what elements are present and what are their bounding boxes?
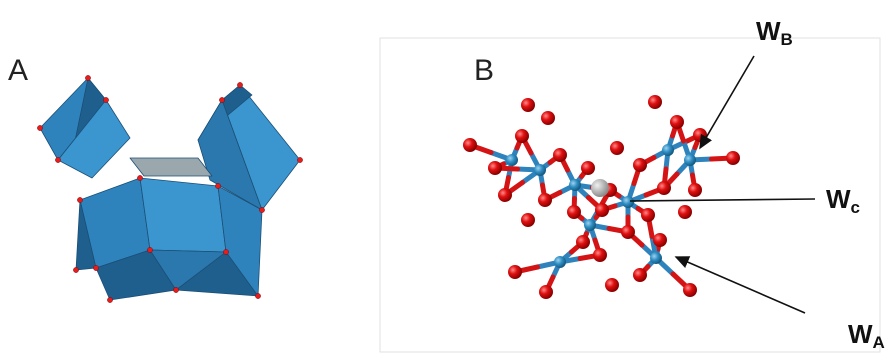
oxygen-atom	[688, 183, 702, 197]
tungsten-atom	[534, 164, 546, 176]
annotation: Wc	[826, 184, 860, 217]
oxygen-atom	[670, 115, 684, 129]
panel-label: A	[8, 54, 28, 87]
oxygen-atom	[538, 193, 552, 207]
oxygen-atom	[498, 188, 512, 202]
oxygen-atom	[605, 278, 619, 292]
tungsten-atom	[506, 154, 518, 166]
oxygen-atom	[541, 111, 555, 125]
oxygen-atom	[657, 181, 671, 195]
oxygen-atom	[553, 148, 567, 162]
oxygen-atom	[726, 151, 740, 165]
oxygen-atom	[567, 205, 581, 219]
ball-and-stick-model	[463, 95, 740, 299]
oxygen-atom	[508, 265, 522, 279]
oxygen-atom	[683, 283, 697, 297]
annotation-text: W	[848, 319, 873, 349]
oxygen-atom	[610, 141, 624, 155]
tungsten-atom	[662, 144, 674, 156]
oxygen-atom	[515, 129, 529, 143]
oxygen-atom	[593, 248, 607, 262]
oxygen-atom	[521, 213, 535, 227]
oxygen-atom	[633, 158, 647, 172]
oxygen-atom	[633, 268, 647, 282]
annotation-arrows	[630, 56, 815, 313]
oxygen-atom	[488, 161, 502, 175]
tungsten-atom	[569, 179, 581, 191]
oxygen-atom	[581, 161, 595, 175]
tungsten-atom	[684, 154, 696, 166]
annotation: WB	[756, 16, 793, 49]
oxygen-atom	[648, 95, 662, 109]
annotation-subscript: B	[781, 30, 793, 49]
oxygen-atom	[595, 203, 609, 217]
oxygen-atom	[463, 138, 477, 152]
annotation-subscript: c	[851, 198, 860, 217]
oxygen-atom	[539, 285, 553, 299]
tungsten-atom	[650, 252, 662, 264]
annotation-text: W	[756, 16, 781, 46]
oxygen-atom	[521, 98, 535, 112]
oxygen-atom	[653, 233, 667, 247]
figure: A B WB Wc WA	[0, 0, 896, 356]
central-atom	[591, 179, 609, 197]
panel-label: B	[474, 54, 494, 87]
oxygen-atom	[678, 205, 692, 219]
tungsten-atom	[622, 196, 634, 208]
oxygen-atom	[641, 208, 655, 222]
oxygen-atom	[621, 225, 635, 239]
polyhedral-model	[40, 78, 300, 300]
annotation: WA	[848, 319, 885, 352]
annotation-text: W	[826, 184, 851, 214]
tungsten-atom	[584, 219, 596, 231]
oxygen-atom	[576, 235, 590, 249]
annotation-subscript: A	[873, 333, 885, 352]
tungsten-atom	[554, 256, 566, 268]
